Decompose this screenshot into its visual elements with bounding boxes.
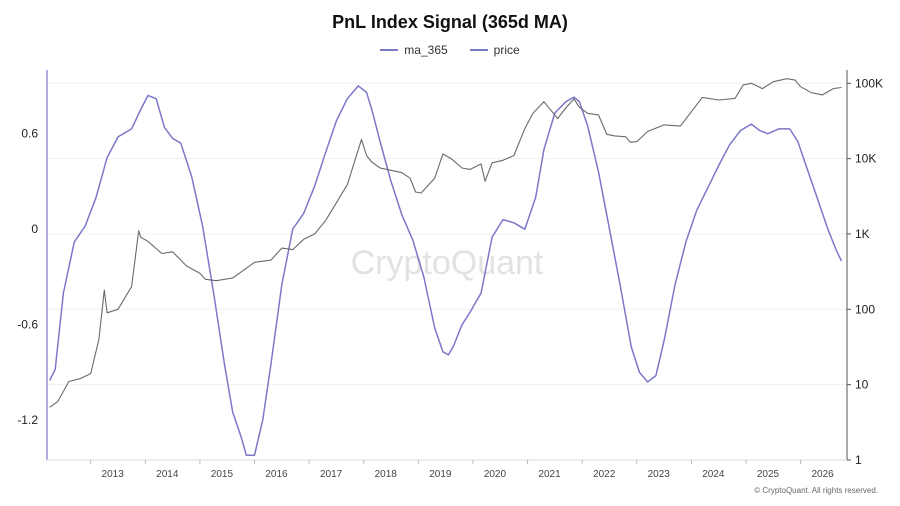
y-right-tick-label: 100: [855, 302, 875, 316]
legend: ma_365 price: [0, 43, 900, 57]
series-line-ma-365[interactable]: [49, 85, 843, 456]
x-tick-label: 2020: [484, 469, 507, 480]
x-tick-label: 2022: [593, 469, 616, 480]
y-right-tick-label: 1: [855, 453, 862, 467]
y-left-tick-label: 0: [31, 222, 38, 236]
legend-item-price[interactable]: price: [469, 43, 520, 57]
x-tick-label: 2018: [375, 469, 398, 480]
y-right-tick-label: 10: [855, 378, 869, 392]
y-right-tick-label: 1K: [855, 227, 870, 241]
y-right-tick-label: 100K: [855, 76, 883, 90]
x-tick-label: 2014: [156, 469, 179, 480]
x-tick-label: 2021: [538, 469, 561, 480]
legend-item-ma365[interactable]: ma_365: [380, 43, 448, 57]
x-tick-label: 2025: [757, 469, 780, 480]
x-tick-label: 2013: [102, 469, 125, 480]
x-tick-label: 2017: [320, 469, 343, 480]
legend-swatch-ma365: [380, 49, 399, 51]
y-left-tick-label: -1.2: [17, 413, 38, 427]
legend-label-ma365: ma_365: [404, 43, 448, 57]
copyright-notice: © CryptoQuant. All rights reserved.: [754, 486, 878, 495]
x-tick-label: 2024: [702, 469, 725, 480]
legend-label-price: price: [493, 43, 520, 57]
chart-title: PnL Index Signal (365d MA): [332, 12, 568, 32]
legend-swatch-price: [469, 49, 488, 51]
y-left-tick-label: 0.6: [21, 127, 38, 141]
x-tick-label: 2015: [211, 469, 234, 480]
watermark: CryptoQuant: [351, 244, 544, 282]
x-tick-label: 2016: [265, 469, 288, 480]
series-line-price[interactable]: [49, 78, 842, 408]
x-tick-label: 2019: [429, 469, 452, 480]
x-tick-label: 2026: [811, 469, 834, 480]
y-left-tick-label: -0.6: [17, 318, 38, 332]
x-tick-label: 2023: [648, 469, 671, 480]
y-right-tick-label: 10K: [855, 152, 876, 166]
